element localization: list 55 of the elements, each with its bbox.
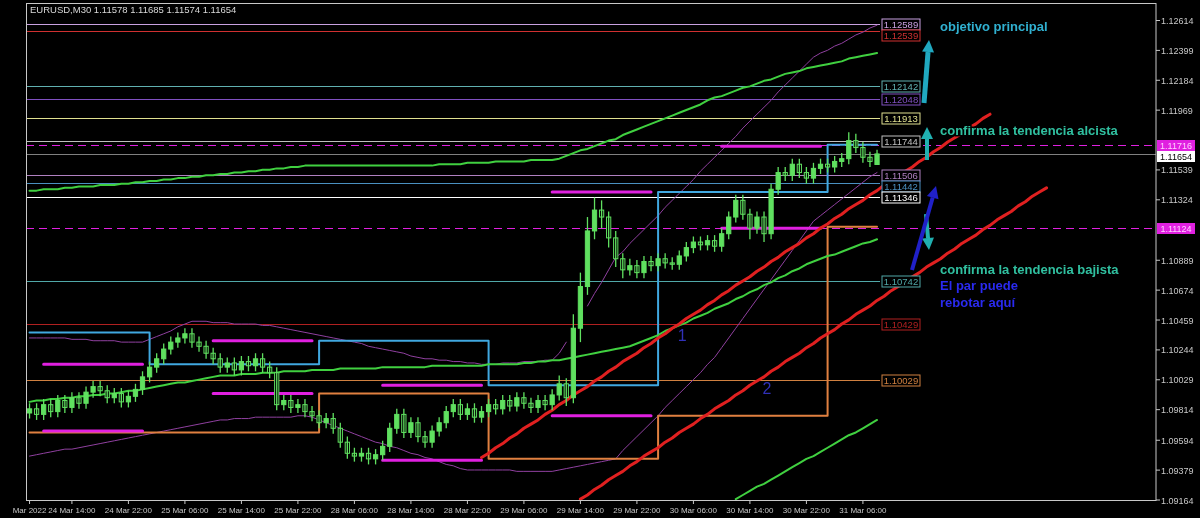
- ref-line-label: 1.11744: [884, 136, 918, 147]
- x-tick-label: 29 Mar 22:00: [613, 506, 662, 515]
- line-series: [28, 52, 879, 192]
- y-tick-label: 1.10029: [1161, 375, 1194, 386]
- x-tick-label: 25 Mar 14:00: [217, 506, 266, 515]
- ref-line-label: 1.11506: [884, 170, 918, 181]
- x-tick-label: 29 Mar 06:00: [500, 506, 549, 515]
- x-tick-label: 30 Mar 22:00: [782, 506, 831, 515]
- y-tick-label: 1.11324: [1161, 195, 1193, 206]
- annotation: confirma la tendencia bajista: [940, 262, 1120, 277]
- annotation: El par puede rebotar aquí: [940, 278, 1019, 310]
- ref-line-label: 1.11654: [1160, 152, 1192, 162]
- ref-line-label: 1.12589: [883, 19, 919, 30]
- ref-line-label: 1.12048: [883, 94, 919, 105]
- annotation: objetivo principal: [940, 19, 1048, 34]
- y-tick-label: 1.12614: [1161, 16, 1194, 27]
- x-tick-label: 29 Mar 14:00: [556, 506, 605, 515]
- x-tick-label: 25 Mar 22:00: [274, 506, 323, 515]
- y-tick-label: 1.10459: [1161, 315, 1194, 326]
- x-tick-label: Mar 2022: [12, 506, 47, 515]
- ref-line-label: 1.11716: [1160, 141, 1192, 151]
- x-tick-label: 28 Mar 14:00: [387, 506, 436, 515]
- ref-line-label: 1.11346: [884, 192, 918, 203]
- ref-line-label: 1.11913: [884, 113, 918, 124]
- y-tick-label: 1.09814: [1161, 405, 1194, 416]
- y-tick-label: 1.12184: [1161, 75, 1194, 86]
- ref-line-label: 1.10429: [883, 319, 919, 330]
- y-tick-label: 1.09164: [1161, 495, 1194, 506]
- x-tick-label: 24 Mar 14:00: [48, 506, 97, 515]
- y-tick-label: 1.10889: [1161, 255, 1194, 266]
- y-tick-label: 1.12399: [1161, 45, 1194, 56]
- line-series: [29, 172, 878, 472]
- x-tick-label: 30 Mar 06:00: [669, 506, 718, 515]
- y-tick-label: 1.09379: [1161, 465, 1194, 476]
- series-label: 1: [677, 327, 687, 345]
- chart-title: EURUSD,M30 1.11578 1.11685 1.11574 1.11654: [30, 4, 237, 15]
- ref-line-label: 1.11124: [1160, 224, 1192, 234]
- x-tick-label: 28 Mar 22:00: [443, 506, 492, 515]
- line-series: [734, 418, 879, 501]
- x-tick-label: 30 Mar 14:00: [726, 506, 775, 515]
- x-tick-label: 25 Mar 06:00: [161, 506, 210, 515]
- y-tick-label: 1.09594: [1161, 435, 1194, 446]
- ref-line-label: 1.10742: [883, 276, 919, 287]
- y-tick-label: 1.10674: [1161, 285, 1194, 296]
- ref-line-label: 1.11442: [884, 181, 918, 192]
- y-tick-label: 1.11969: [1161, 105, 1193, 116]
- y-tick-label: 1.10244: [1161, 345, 1194, 356]
- ref-line-label: 1.10029: [883, 375, 919, 386]
- series-label: 2: [762, 379, 772, 397]
- x-tick-label: 28 Mar 06:00: [330, 506, 379, 515]
- x-tick-label: 31 Mar 06:00: [839, 506, 888, 515]
- x-tick-label: 24 Mar 22:00: [104, 506, 153, 515]
- ref-line-label: 1.12142: [883, 81, 919, 92]
- ref-line-label: 1.12539: [883, 30, 919, 41]
- y-tick-label: 1.11539: [1161, 165, 1193, 176]
